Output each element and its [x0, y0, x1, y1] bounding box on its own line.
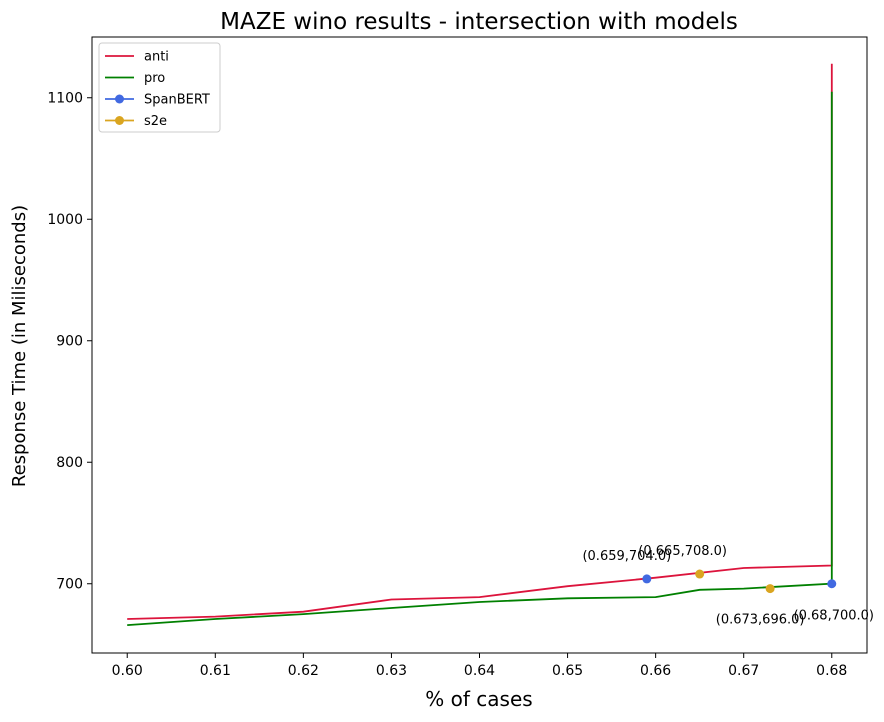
x-tick-label: 0.63	[376, 663, 407, 679]
x-tick-label: 0.66	[640, 663, 671, 679]
x-tick-label: 0.68	[816, 663, 847, 679]
x-axis-label: % of cases	[425, 687, 532, 711]
x-tick-label: 0.65	[552, 663, 583, 679]
chart-title: MAZE wino results - intersection with mo…	[220, 9, 738, 35]
legend-marker-SpanBERT	[115, 94, 124, 104]
legend: anti pro SpanBERT s2e	[98, 42, 221, 133]
y-tick-label: 800	[56, 455, 83, 471]
legend-label: SpanBERT	[144, 93, 210, 108]
x-axis: 0.60 0.61 0.62 0.63 0.64 0.65 0.66 0.67 0.68	[112, 653, 847, 679]
legend-box	[98, 42, 221, 133]
marker-point-SpanBERT	[827, 579, 837, 589]
y-tick-label: 700	[56, 577, 83, 593]
y-tick-label: 900	[56, 334, 83, 350]
point-annotation: (0.673,696.0)	[716, 613, 805, 628]
x-tick-label: 0.62	[288, 663, 319, 679]
legend-label: anti	[144, 50, 169, 65]
series-line-anti	[127, 63, 833, 620]
y-tick-label: 1100	[47, 91, 83, 107]
marker-layer	[642, 569, 837, 594]
legend-label: pro	[144, 71, 165, 86]
x-tick-label: 0.60	[112, 663, 143, 679]
legend-marker-s2e	[115, 116, 124, 125]
x-tick-label: 0.61	[200, 663, 231, 679]
marker-point-s2e	[765, 584, 775, 594]
y-axis: 700 800 900 1000 1100	[47, 91, 92, 593]
y-tick-label: 1000	[47, 212, 83, 228]
point-annotation: (0.665,708.0)	[638, 544, 727, 559]
x-tick-label: 0.67	[728, 663, 759, 679]
marker-point-SpanBERT	[642, 574, 652, 584]
point-annotation: (0.659,704.0)	[582, 549, 671, 564]
marker-point-s2e	[695, 569, 705, 579]
x-tick-label: 0.64	[464, 663, 495, 679]
series-layer	[127, 63, 833, 626]
annotation-layer: (0.659,704.0) (0.68,700.0) (0.665,708.0) (0…	[582, 544, 874, 628]
legend-label: s2e	[144, 114, 167, 129]
point-annotation: (0.68,700.0)	[794, 609, 874, 624]
y-axis-label: Response Time (in Miliseconds)	[9, 205, 30, 487]
